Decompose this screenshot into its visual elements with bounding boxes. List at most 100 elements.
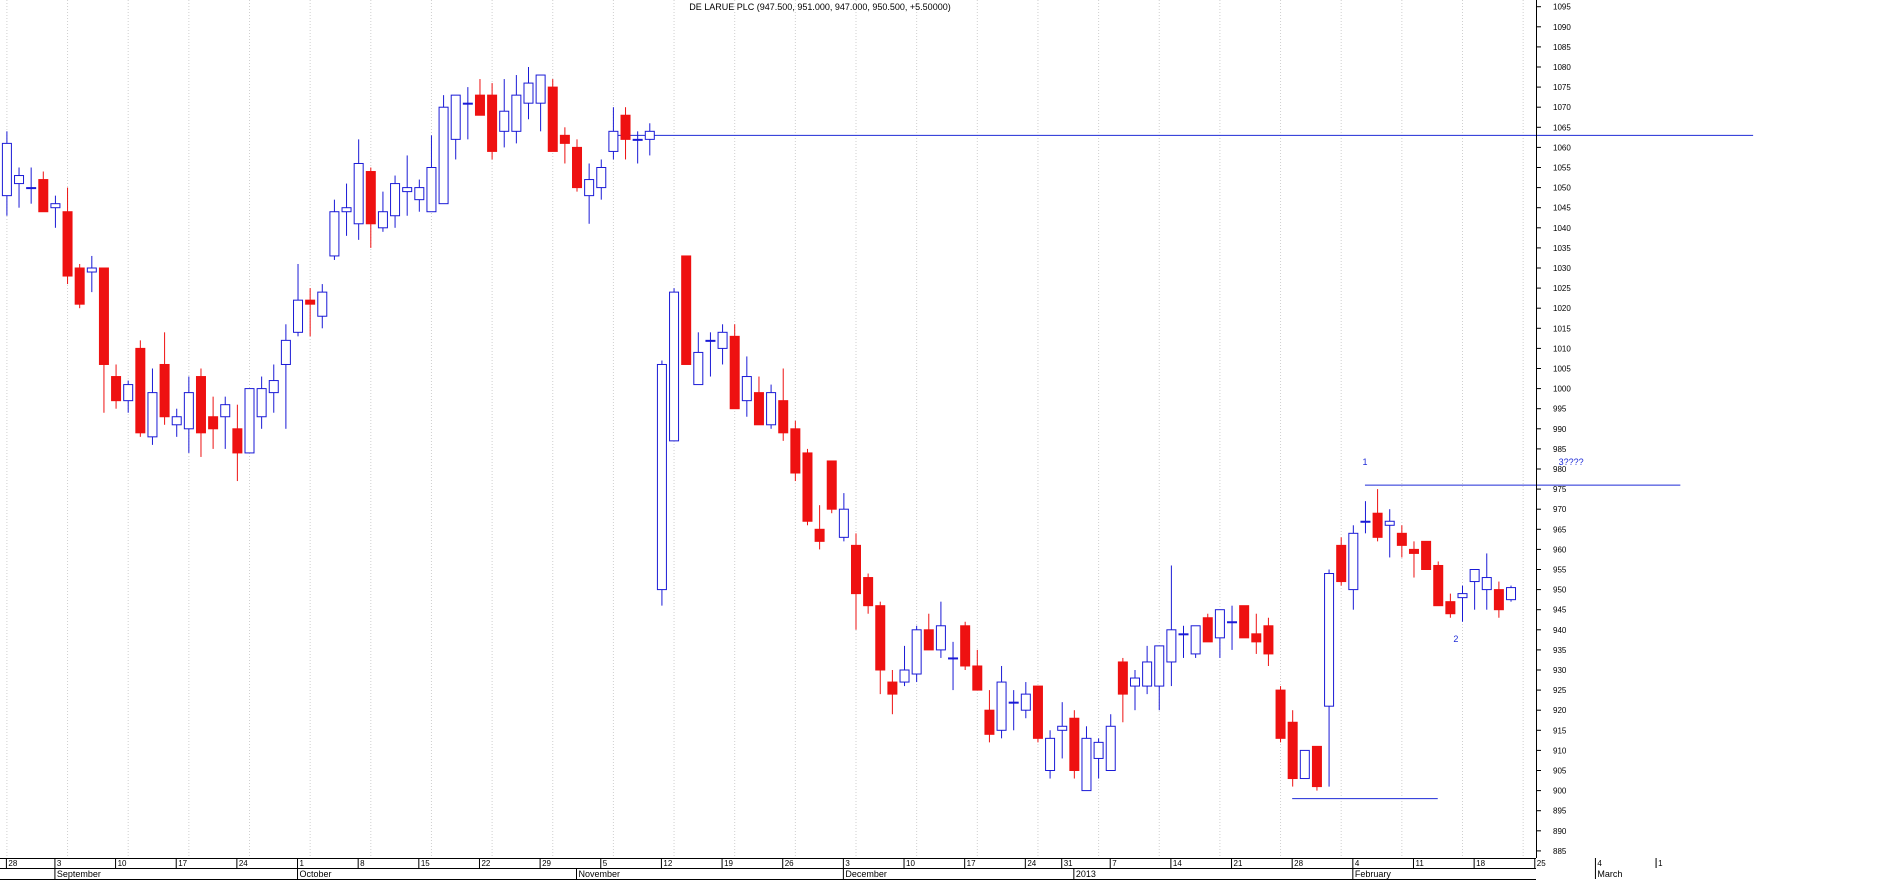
candle-body bbox=[741, 376, 752, 402]
candle-body bbox=[402, 187, 413, 193]
candle-body bbox=[1190, 625, 1201, 655]
candle bbox=[1154, 645, 1165, 711]
candle-body bbox=[838, 508, 849, 538]
candle-body bbox=[341, 207, 352, 213]
candle bbox=[705, 332, 716, 377]
candle-body bbox=[1178, 633, 1189, 636]
candle-body bbox=[329, 211, 340, 257]
candle-body bbox=[596, 167, 607, 189]
candle bbox=[875, 601, 886, 695]
candle bbox=[195, 368, 206, 457]
candle-body bbox=[474, 94, 485, 116]
price-tick-label: 1035 bbox=[1553, 244, 1571, 253]
day-tick-label: 18 bbox=[1476, 859, 1485, 868]
candle bbox=[14, 167, 25, 208]
day-tick-label: 8 bbox=[360, 859, 365, 868]
candle-body bbox=[171, 416, 182, 426]
price-tick-label: 965 bbox=[1553, 525, 1567, 534]
candle-body bbox=[462, 102, 473, 105]
candle bbox=[1287, 710, 1298, 787]
candle-body bbox=[1408, 548, 1419, 554]
day-tick-label: 4 bbox=[1355, 859, 1360, 868]
candle bbox=[948, 641, 959, 691]
day-tick-label: 1 bbox=[300, 859, 305, 868]
candle-body bbox=[414, 187, 425, 201]
candle-body bbox=[923, 629, 934, 651]
candle-body bbox=[802, 452, 813, 522]
candle bbox=[1506, 585, 1517, 602]
price-tick-label: 1000 bbox=[1553, 385, 1571, 394]
price-tick-label: 930 bbox=[1553, 666, 1567, 675]
candle bbox=[38, 171, 49, 213]
candle bbox=[1069, 710, 1080, 779]
candle bbox=[1227, 605, 1238, 650]
candle-body bbox=[293, 299, 304, 333]
candle-body bbox=[317, 291, 328, 317]
price-tick-label: 945 bbox=[1553, 606, 1567, 615]
candle bbox=[268, 364, 279, 413]
candle bbox=[1, 131, 12, 216]
candle-body bbox=[244, 388, 255, 454]
day-tick-label: 11 bbox=[1415, 859, 1424, 868]
candle-body bbox=[705, 339, 716, 342]
month-tick-label: December bbox=[845, 869, 887, 879]
month-tick-label: March bbox=[1597, 869, 1622, 879]
candle-body bbox=[195, 376, 206, 434]
candle bbox=[305, 288, 316, 337]
candle bbox=[960, 621, 971, 670]
candle-body bbox=[935, 625, 946, 651]
candle bbox=[535, 74, 546, 132]
candle-body bbox=[996, 681, 1007, 731]
candle-body bbox=[523, 82, 534, 104]
candle-body bbox=[1348, 532, 1359, 591]
candle-body bbox=[1081, 737, 1092, 792]
candle bbox=[1117, 657, 1128, 723]
candle bbox=[220, 396, 231, 449]
candle-body bbox=[511, 94, 522, 132]
candle-body bbox=[1457, 593, 1468, 599]
candle-body bbox=[911, 629, 922, 675]
candle-body bbox=[572, 146, 583, 189]
candle bbox=[596, 159, 607, 200]
price-tick-label: 940 bbox=[1553, 626, 1567, 635]
candle-body bbox=[620, 114, 631, 140]
candle-body bbox=[38, 179, 49, 213]
candle-body bbox=[1020, 693, 1031, 711]
candle bbox=[1336, 537, 1347, 586]
candle bbox=[244, 388, 255, 454]
candle bbox=[232, 404, 243, 482]
candle bbox=[681, 255, 692, 365]
candle-body bbox=[559, 134, 570, 144]
candle bbox=[778, 368, 789, 441]
candle-body bbox=[887, 681, 898, 695]
month-tick-label: October bbox=[300, 869, 332, 879]
candle-body bbox=[899, 669, 910, 683]
candle bbox=[656, 360, 667, 606]
candle-body bbox=[1396, 532, 1407, 546]
candle bbox=[511, 75, 522, 144]
day-tick-label: 17 bbox=[178, 859, 187, 868]
candle-body bbox=[547, 86, 558, 152]
candle bbox=[1008, 690, 1019, 731]
candle bbox=[1384, 509, 1395, 558]
candle bbox=[365, 167, 376, 248]
candle-body bbox=[608, 130, 619, 152]
candle bbox=[802, 448, 813, 526]
price-tick-label: 970 bbox=[1553, 505, 1567, 514]
candle-body bbox=[1493, 589, 1504, 611]
candle bbox=[50, 195, 61, 228]
candle-body bbox=[826, 460, 837, 510]
price-tick-label: 905 bbox=[1553, 767, 1567, 776]
day-tick-label: 22 bbox=[481, 859, 490, 868]
candle bbox=[669, 288, 680, 442]
price-tick-label: 925 bbox=[1553, 686, 1567, 695]
candle bbox=[1408, 541, 1419, 578]
candle-body bbox=[220, 404, 231, 418]
day-tick-label: 7 bbox=[1112, 859, 1117, 868]
candle bbox=[280, 324, 291, 429]
candle-body bbox=[1093, 741, 1104, 759]
candle-body bbox=[814, 528, 825, 542]
candle bbox=[1202, 613, 1213, 643]
candle bbox=[487, 83, 498, 160]
